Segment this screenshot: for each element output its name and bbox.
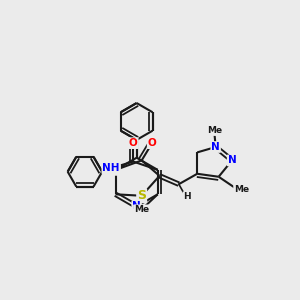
Text: H: H <box>183 192 191 201</box>
Text: N: N <box>111 165 120 175</box>
Text: Me: Me <box>134 205 149 214</box>
Text: O: O <box>129 138 138 148</box>
Text: S: S <box>137 189 146 202</box>
Text: Me: Me <box>207 126 222 135</box>
Text: O: O <box>148 138 157 148</box>
Text: N: N <box>228 155 236 165</box>
Text: N: N <box>211 142 220 152</box>
Text: Me: Me <box>234 185 249 194</box>
Text: NH: NH <box>102 163 120 173</box>
Text: N: N <box>132 202 141 212</box>
